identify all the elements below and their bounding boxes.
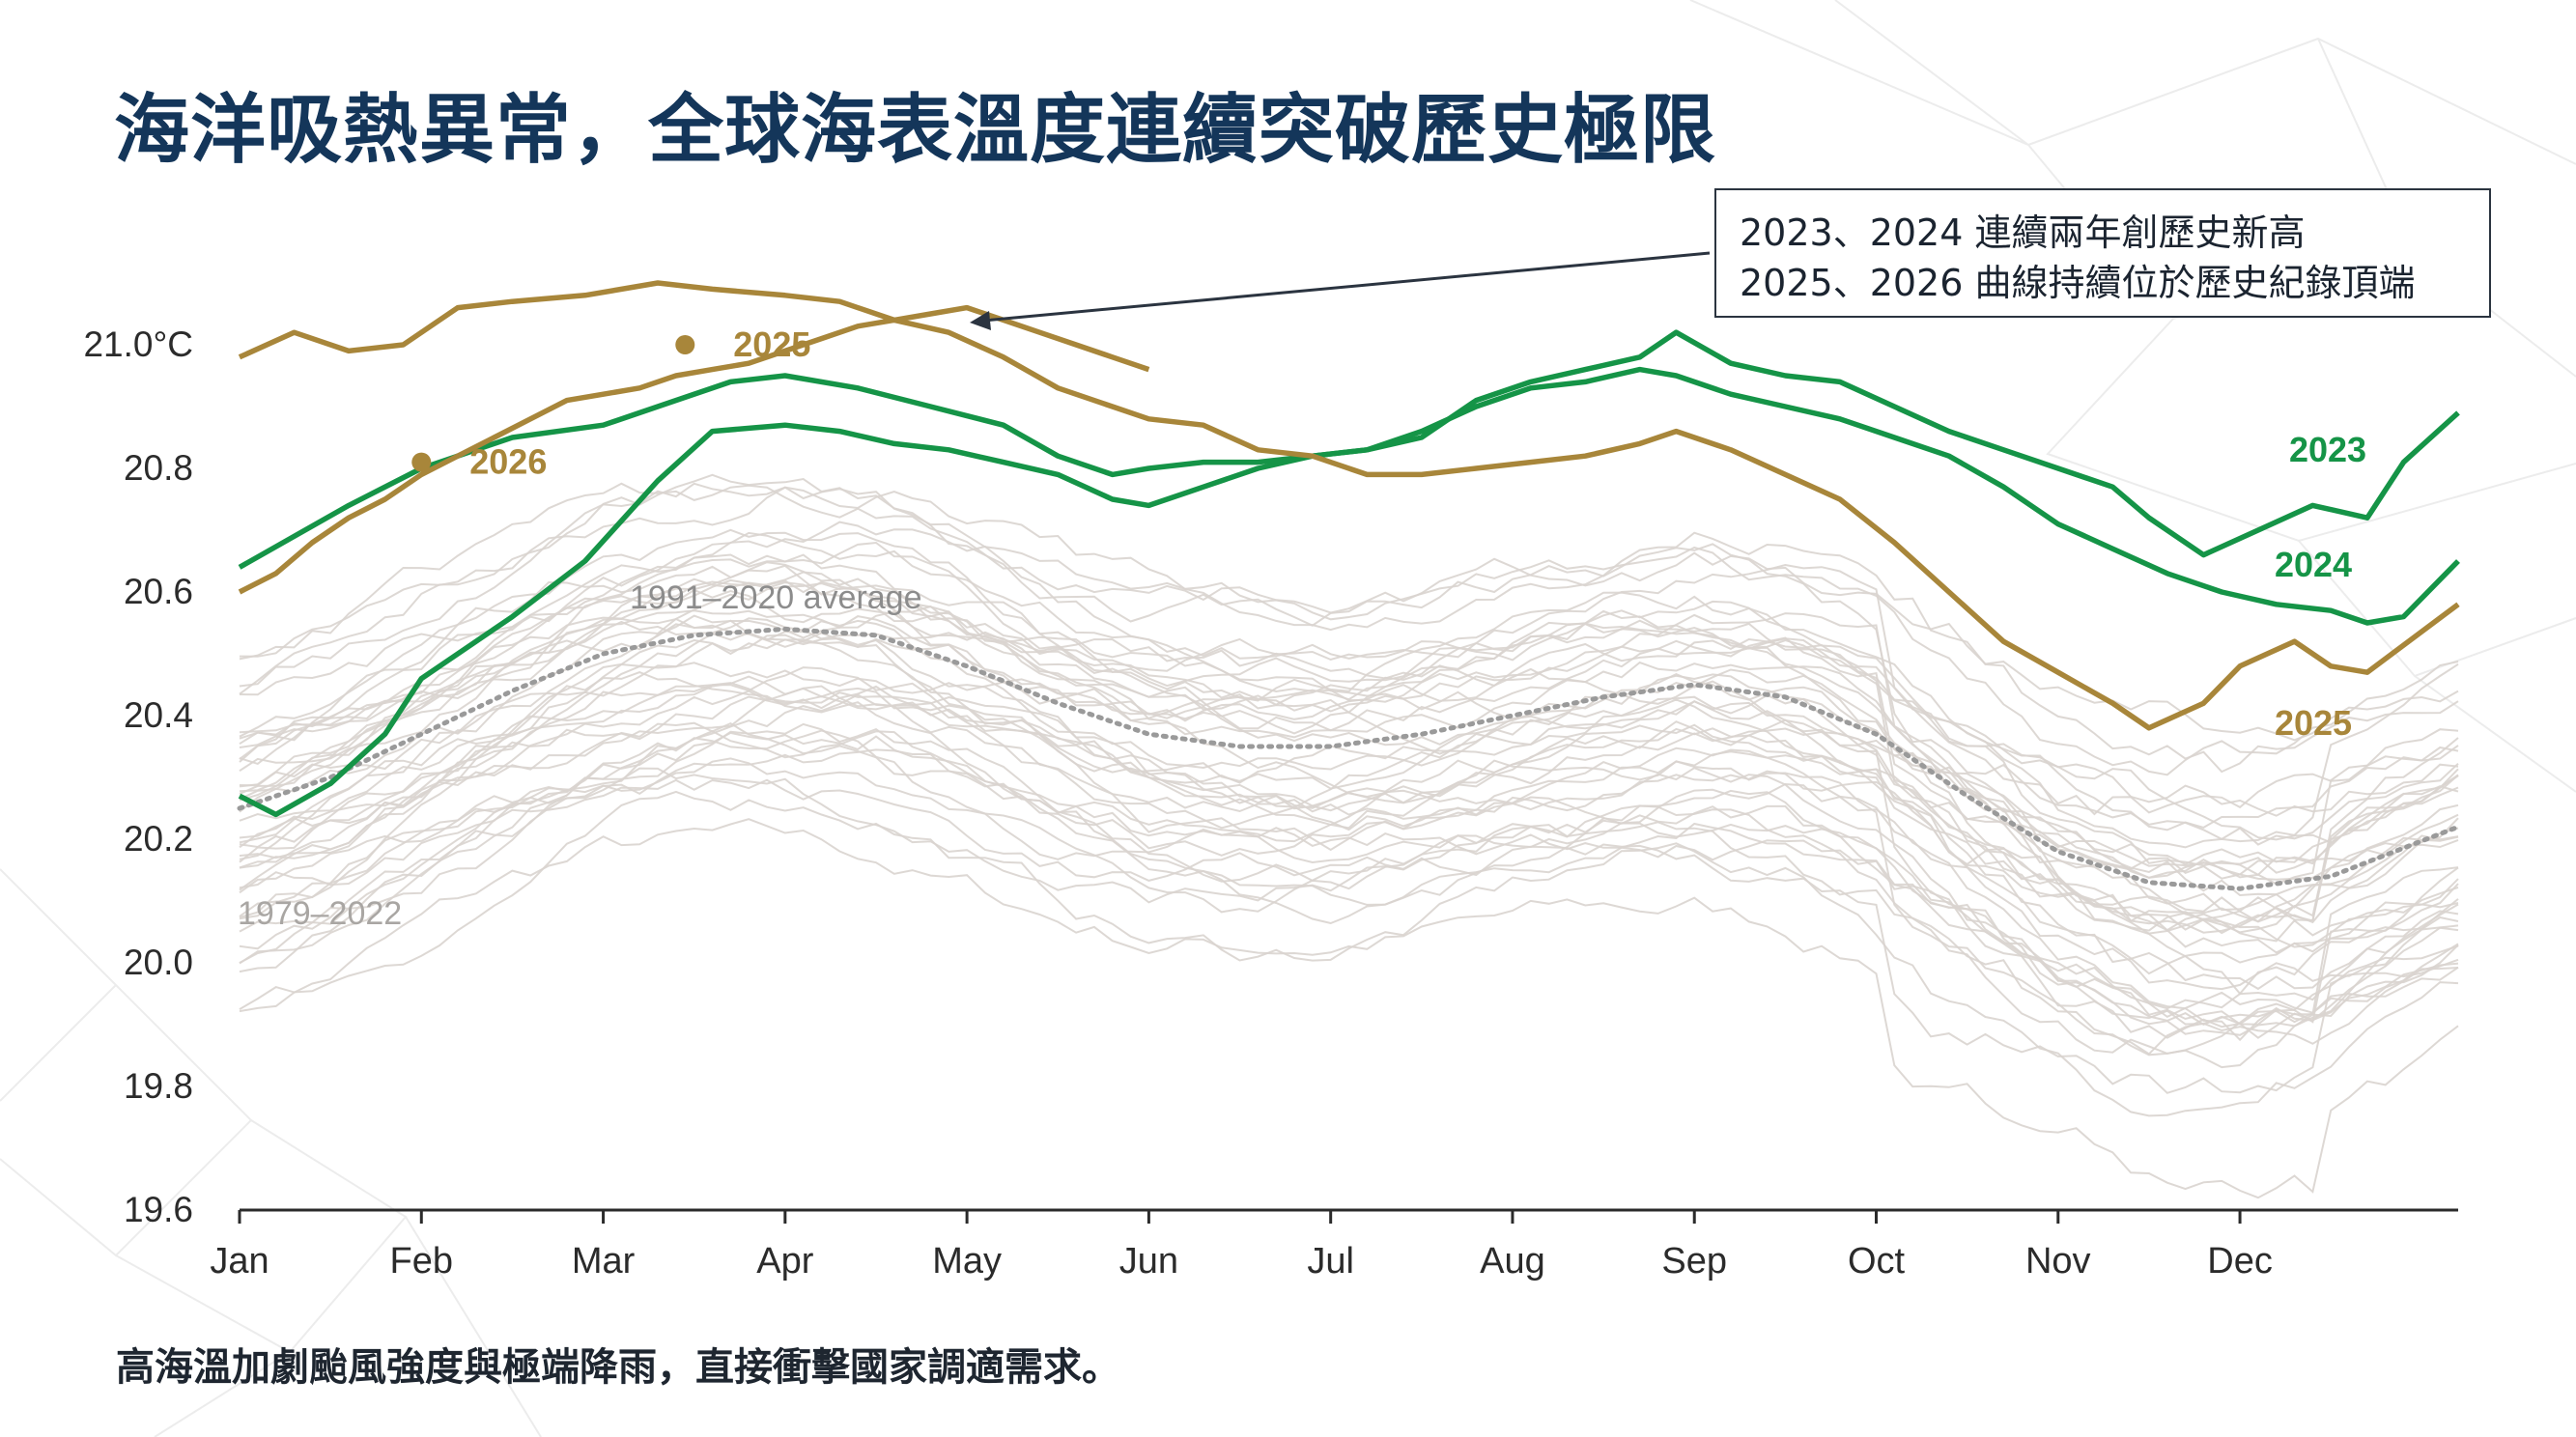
history-line: [239, 731, 2459, 1042]
callout-arrowhead-icon: [970, 311, 991, 330]
callout-box: 2023、2024 連續兩年創歷史新高 2025、2026 曲線持續位於歷史紀錄…: [1714, 188, 2491, 318]
x-tick-label: Oct: [1848, 1241, 1906, 1282]
marker-label-2026: 2026: [469, 442, 547, 482]
x-tick-label: Jul: [1307, 1241, 1354, 1282]
history-line: [239, 729, 2459, 1069]
history-line: [239, 486, 2459, 774]
series-line-2025: [238, 280, 2460, 731]
history-line: [239, 578, 2459, 880]
history-line: [239, 691, 2459, 991]
history-line: [239, 531, 2459, 922]
series-label-2024: 2024: [2275, 545, 2352, 584]
history-line: [239, 722, 2459, 1039]
y-tick-label: 20.2: [124, 819, 193, 859]
history-line: [239, 617, 2459, 881]
marker-dot-2025: [675, 335, 695, 354]
series-line-2024: [238, 366, 2460, 626]
history-line: [239, 541, 2459, 849]
history-line: [239, 682, 2459, 954]
history-line: [239, 482, 2459, 742]
x-tick-label: Apr: [756, 1241, 813, 1282]
history-range-label: 1979–2022: [238, 895, 402, 932]
history-line: [239, 473, 2459, 843]
history-line: [239, 528, 2459, 831]
marker-label-2025: 2025: [733, 324, 810, 364]
history-line: [239, 578, 2459, 923]
callout-line-1: 2023、2024 連續兩年創歷史新高: [1740, 211, 2306, 254]
y-tick-label: 21.0°C: [83, 324, 193, 364]
history-line: [239, 685, 2459, 996]
callout-line-2: 2025、2026 曲線持續位於歷史紀錄頂端: [1740, 262, 2416, 304]
history-line: [239, 605, 2459, 897]
history-line: [239, 671, 2459, 1057]
history-line: [239, 666, 2459, 932]
series-group: [238, 280, 2460, 818]
y-tick-label: 19.6: [124, 1190, 193, 1229]
x-tick-label: May: [932, 1241, 1002, 1282]
history-line: [239, 482, 2459, 776]
page-title: 海洋吸熱異常，全球海表溫度連續突破歷史極限: [114, 87, 1717, 174]
x-tick-label: Feb: [390, 1241, 453, 1282]
history-line: [239, 818, 2459, 1199]
series-line-2023: [238, 329, 2460, 818]
callout-arrow: [982, 251, 1711, 323]
history-line: [239, 521, 2459, 886]
history-line: [239, 564, 2459, 879]
x-tick-label: Dec: [2207, 1241, 2273, 1282]
x-tick-label: Jun: [1119, 1241, 1178, 1282]
x-tick-label: Sep: [1661, 1241, 1727, 1282]
series-label-2025-end: 2025: [2275, 703, 2352, 743]
history-line: [239, 790, 2459, 1117]
x-tick-label: Mar: [572, 1241, 636, 1282]
y-tick-label: 20.0: [124, 943, 193, 982]
history-line: [239, 553, 2459, 816]
history-line: [239, 778, 2459, 1094]
y-tick-label: 20.6: [124, 572, 193, 611]
average-line-group: 1991–2020 average: [237, 579, 2461, 891]
y-tick-label: 19.8: [124, 1066, 193, 1106]
history-line: [239, 634, 2459, 1026]
footer-caption: 高海溫加劇颱風強度與極端降雨，直接衝擊國家調適需求。: [116, 1345, 1120, 1390]
average-label: 1991–2020 average: [630, 579, 922, 616]
history-line: [239, 561, 2459, 817]
x-tick-label: Jan: [210, 1241, 269, 1282]
y-tick-label: 20.4: [124, 695, 193, 735]
axes-group: 19.6 19.8 20.0 20.2 20.4 20.6 20.8 21.0°C Jan Feb…: [83, 324, 2458, 1282]
x-tick-label: Nov: [2025, 1241, 2091, 1282]
history-line: [239, 619, 2459, 935]
x-tick-label: Aug: [1480, 1241, 1545, 1282]
y-tick-label: 20.8: [124, 448, 193, 488]
history-lines-group: 1979–2022: [238, 473, 2459, 1199]
series-label-2023: 2023: [2289, 430, 2366, 469]
history-line: [239, 609, 2459, 844]
marker-dot-2026: [411, 452, 432, 472]
history-line: [239, 757, 2459, 1019]
labels-group: 2023 2024 2025 2025 2026: [411, 324, 2366, 743]
average-line: [237, 626, 2461, 891]
history-line: [239, 721, 2459, 1010]
